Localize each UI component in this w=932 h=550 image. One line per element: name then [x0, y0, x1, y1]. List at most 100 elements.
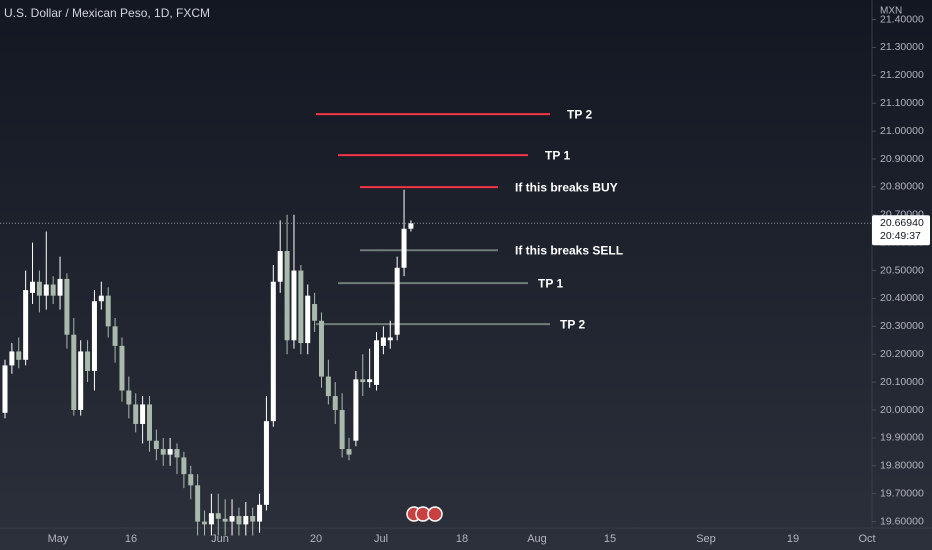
y-tick-label: 19.90000 — [880, 432, 924, 444]
candle-body — [98, 295, 104, 302]
candle-body — [188, 474, 194, 486]
y-tick-label: 20.40000 — [880, 292, 924, 304]
candle-body — [360, 379, 366, 383]
candle-body — [339, 410, 345, 450]
candle-body — [9, 351, 15, 366]
candle-body — [112, 326, 118, 346]
candle-body — [312, 304, 318, 321]
candle-body — [195, 485, 201, 522]
chart-title: U.S. Dollar / Mexican Peso, 1D, FXCM — [4, 6, 210, 20]
y-tick-label: 20.50000 — [880, 264, 924, 276]
countdown-label: 20:49:37 — [880, 230, 921, 242]
candle-body — [291, 270, 297, 341]
x-tick-label: Jun — [211, 533, 229, 545]
level-label: If this breaks BUY — [515, 180, 618, 194]
x-tick-label: 15 — [604, 533, 616, 545]
candle-body — [126, 390, 132, 405]
y-tick-label: 21.30000 — [880, 41, 924, 53]
candle-body — [270, 281, 276, 422]
level-label: If this breaks SELL — [515, 243, 623, 257]
candle-body — [387, 337, 393, 341]
x-tick-label: Jul — [374, 533, 388, 545]
y-tick-label: 20.90000 — [880, 153, 924, 165]
candle-body — [401, 228, 407, 268]
x-tick-label: 19 — [787, 533, 799, 545]
level-label: TP 1 — [538, 276, 563, 290]
candle-body — [243, 516, 249, 525]
candle-body — [57, 278, 63, 296]
candle-body — [174, 449, 180, 458]
candle-body — [332, 396, 338, 411]
candle-body — [250, 516, 256, 522]
y-tick-label: 20.10000 — [880, 376, 924, 388]
candle-body — [374, 340, 380, 385]
candle-body — [36, 281, 42, 296]
event-icons — [406, 506, 443, 522]
candle-body — [140, 404, 146, 424]
candle-body — [284, 251, 290, 341]
y-tick-label: 20.30000 — [880, 320, 924, 332]
candle-body — [298, 270, 304, 344]
last-price-box — [872, 215, 930, 246]
candle-body — [71, 334, 77, 411]
y-tick-label: 19.70000 — [880, 487, 924, 499]
y-tick-label: 21.00000 — [880, 125, 924, 137]
currency-label: MXN — [880, 6, 902, 17]
candle-body — [318, 320, 324, 377]
candle-body — [153, 440, 159, 450]
candle-body — [85, 351, 91, 371]
candle-body — [160, 449, 166, 455]
candle-body — [167, 449, 173, 455]
last-price-label: 20.66940 — [880, 217, 924, 229]
x-tick-label: 16 — [125, 533, 137, 545]
y-tick-label: 20.20000 — [880, 348, 924, 360]
y-tick-label: 21.10000 — [880, 97, 924, 109]
x-tick-label: May — [48, 533, 69, 545]
level-label: TP 1 — [545, 148, 570, 162]
candle-body — [105, 295, 111, 327]
candle-body — [119, 345, 125, 391]
candle-body — [133, 404, 139, 424]
candle-body — [257, 504, 263, 522]
y-tick-label: 19.60000 — [880, 515, 924, 527]
candle-body — [305, 295, 311, 344]
candle-body — [408, 223, 414, 229]
candle-body — [202, 521, 208, 525]
candle-body — [50, 284, 56, 296]
x-tick-label: 18 — [456, 533, 468, 545]
y-tick-label: 21.20000 — [880, 69, 924, 81]
candle-body — [346, 449, 352, 455]
candle-body — [91, 301, 97, 371]
level-label: TP 2 — [567, 107, 592, 121]
candle-body — [236, 516, 242, 525]
y-tick-label: 21.40000 — [880, 13, 924, 25]
candle-body — [325, 376, 331, 397]
y-tick-label: 20.80000 — [880, 181, 924, 193]
candle-body — [353, 379, 359, 441]
candle-body — [181, 457, 187, 475]
candle-body — [222, 518, 228, 522]
x-tick-label: 20 — [310, 533, 322, 545]
candle-body — [208, 513, 214, 525]
candle-body — [64, 278, 70, 335]
candle-body — [23, 290, 29, 360]
candle-body — [229, 516, 235, 522]
candle-body — [215, 513, 221, 519]
candle-body — [78, 351, 84, 411]
candle-body — [380, 337, 386, 346]
x-tick-label: Oct — [858, 533, 875, 545]
candle-body — [2, 365, 8, 413]
x-tick-label: Sep — [696, 533, 716, 545]
y-tick-label: 19.80000 — [880, 460, 924, 472]
candle-body — [146, 404, 152, 441]
candle-body — [16, 351, 22, 360]
candle-body — [367, 379, 373, 383]
x-tick-label: Aug — [527, 533, 547, 545]
candle-body — [263, 421, 269, 505]
candle-body — [277, 251, 283, 282]
y-tick-label: 20.00000 — [880, 404, 924, 416]
candle-body — [43, 284, 49, 296]
candle-body — [394, 267, 400, 335]
